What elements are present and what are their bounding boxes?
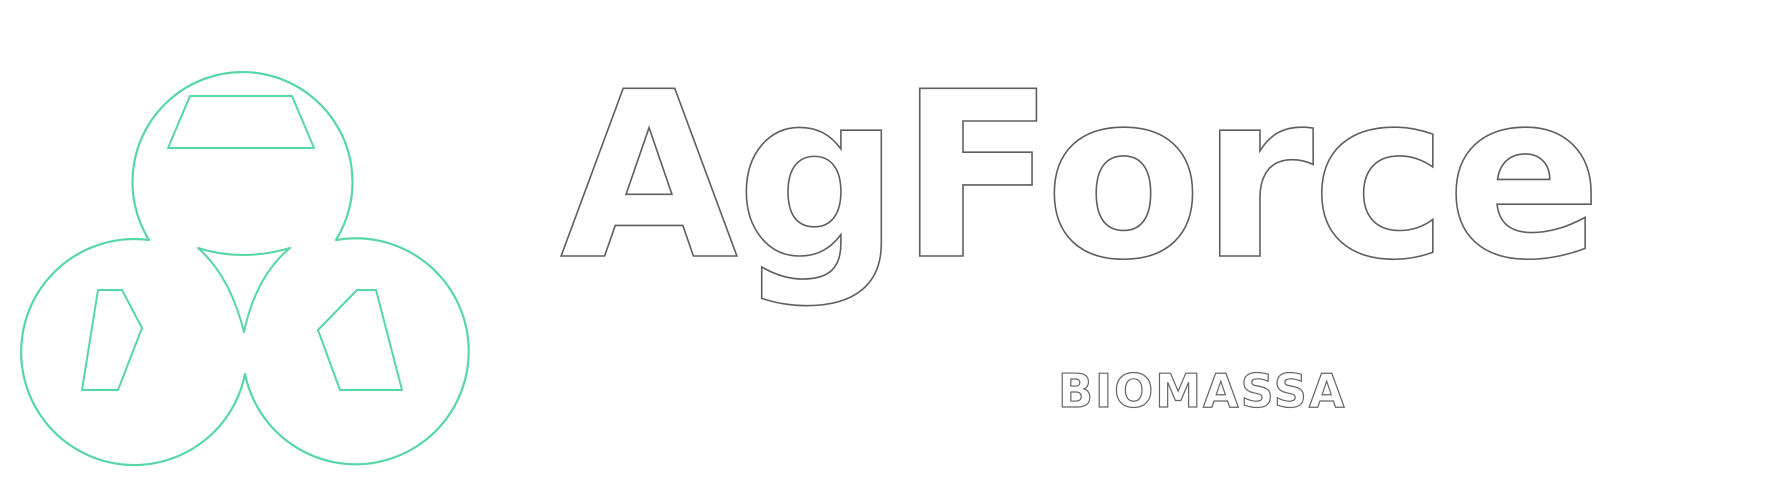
emblem-left-cutout [81,289,143,391]
emblem-right-cutout [317,289,403,391]
emblem-center-lens [197,247,291,333]
emblem-outer-outline [20,70,470,467]
emblem-top-cutout [167,95,315,149]
brand-tagline-text: BIOMASSA [1057,364,1347,418]
brand-tagline: BIOMASSA [1057,364,1347,418]
brand-name: AgForce [559,44,1784,311]
brand-name-text: AgForce [559,44,1603,311]
three-circle-biomass-logo-icon [20,70,470,467]
